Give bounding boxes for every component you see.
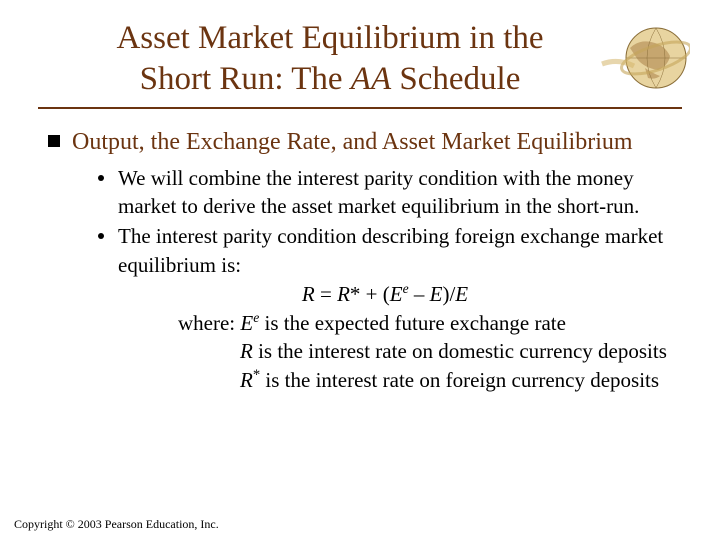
sub-bullet-2-text: The interest parity condition describing… — [118, 222, 672, 279]
dot-bullet-icon — [98, 233, 104, 239]
title-italic: AA — [351, 61, 391, 97]
sub-bullet-1: We will combine the interest parity cond… — [98, 164, 672, 221]
title-line-2a: Short Run: The — [140, 61, 351, 97]
sub-bullet-list: We will combine the interest parity cond… — [98, 164, 672, 394]
title-line-1: Asset Market Equilibrium in the — [116, 20, 543, 56]
globe-icon — [600, 18, 690, 96]
where2-text: is the interest rate on domestic currenc… — [253, 339, 667, 363]
sub-bullet-1-text: We will combine the interest parity cond… — [118, 164, 672, 221]
where3-sym: R — [240, 368, 253, 392]
sub-bullet-2: The interest parity condition describing… — [98, 222, 672, 279]
where-line-2: R is the interest rate on domestic curre… — [240, 337, 672, 365]
title-underline — [38, 107, 682, 109]
equation: R = R* + (Ee – E)/E — [98, 281, 672, 307]
slide-title: Asset Market Equilibrium in the Short Ru… — [38, 18, 682, 101]
where1-sym: E — [240, 311, 253, 335]
main-bullet-text: Output, the Exchange Rate, and Asset Mar… — [72, 127, 633, 158]
main-bullet-row: Output, the Exchange Rate, and Asset Mar… — [48, 127, 672, 158]
globe-decoration — [600, 18, 690, 96]
where-line-3: R* is the interest rate on foreign curre… — [240, 366, 672, 394]
where1-text: is the expected future exchange rate — [259, 311, 566, 335]
square-bullet-icon — [48, 135, 60, 147]
slide: Asset Market Equilibrium in the Short Ru… — [0, 0, 720, 540]
where3-text: is the interest rate on foreign currency… — [260, 368, 659, 392]
where-label: where: — [178, 311, 240, 335]
where-line-1: where: Ee is the expected future exchang… — [178, 309, 672, 337]
where2-sym: R — [240, 339, 253, 363]
dot-bullet-icon — [98, 175, 104, 181]
where-block: where: Ee is the expected future exchang… — [178, 309, 672, 394]
title-line-2b: Schedule — [391, 61, 520, 97]
copyright-text: Copyright © 2003 Pearson Education, Inc. — [14, 517, 219, 532]
content-area: Output, the Exchange Rate, and Asset Mar… — [38, 127, 682, 395]
